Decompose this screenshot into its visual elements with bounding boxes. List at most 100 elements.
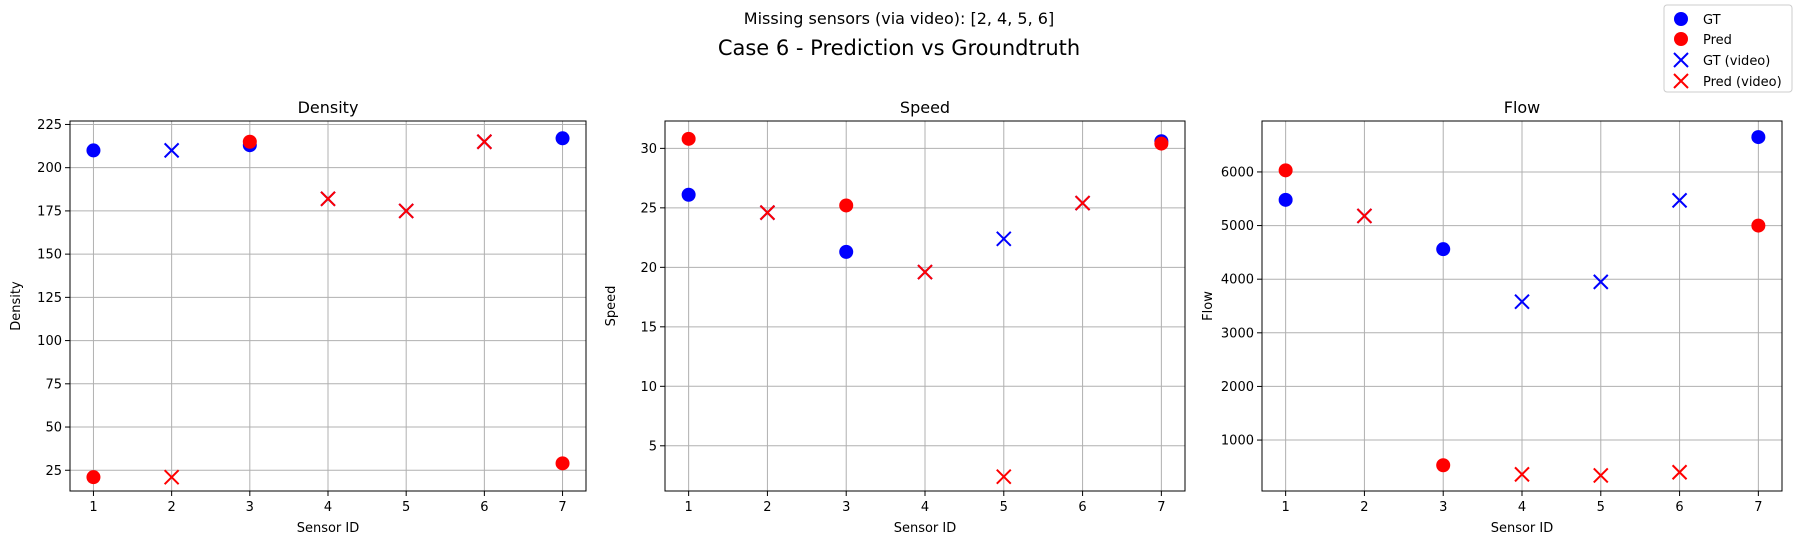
data-point	[1154, 136, 1169, 151]
data-point	[1436, 242, 1451, 257]
data-point	[996, 231, 1012, 247]
data-point	[320, 191, 336, 207]
x-tick-label: 7	[1157, 500, 1165, 515]
legend-marker-circle-red	[1674, 32, 1688, 46]
y-axis-label: Density	[9, 281, 24, 331]
x-axis-label: Sensor ID	[894, 521, 957, 536]
legend-label-gt: GT	[1703, 13, 1721, 28]
data-point	[1278, 163, 1293, 178]
y-tick-label: 6000	[1221, 165, 1254, 180]
legend-marker-x-blue	[1673, 52, 1689, 68]
x-axis-label: Sensor ID	[297, 521, 360, 536]
legend-entry-gt-video: GT (video)	[1673, 52, 1770, 69]
y-tick-label: 20	[640, 261, 657, 276]
y-tick-label: 150	[37, 248, 62, 263]
legend: GT Pred GT (video) Pred (video)	[1663, 4, 1793, 93]
data-point	[555, 131, 570, 146]
y-tick-label: 200	[37, 161, 62, 176]
subplot-title: Density	[298, 98, 359, 117]
x-tick-label: 4	[1518, 500, 1526, 515]
y-tick-label: 1000	[1221, 434, 1254, 449]
series-pred-video	[163, 134, 493, 485]
data-point	[555, 456, 570, 471]
y-tick-label: 100	[37, 334, 62, 349]
x-tick-label: 5	[402, 500, 410, 515]
x-tick-label: 7	[558, 500, 566, 515]
x-tick-label: 3	[246, 500, 254, 515]
subplot-flow: 1 2 3 4 5 6 7 1000 2000 3000 4000 5000 6000 Flow Senso…	[1201, 98, 1783, 536]
y-tick-label: 175	[37, 204, 62, 219]
legend-label-gt-video: GT (video)	[1703, 54, 1770, 69]
x-tick-label: 5	[1597, 500, 1605, 515]
data-point	[1593, 274, 1609, 290]
x-tick-label: 6	[1078, 500, 1086, 515]
series-pred-video	[759, 195, 1091, 485]
data-point	[839, 198, 854, 213]
legend-entry-pred-video: Pred (video)	[1673, 73, 1782, 90]
y-tick-label: 225	[37, 118, 62, 133]
data-point	[1278, 192, 1293, 207]
x-tick-label: 1	[684, 500, 692, 515]
legend-entry-pred: Pred	[1674, 32, 1732, 48]
data-point	[398, 203, 414, 219]
data-point	[242, 134, 257, 149]
data-point	[996, 469, 1012, 485]
series-pred	[681, 131, 1169, 213]
y-tick-label: 2000	[1221, 380, 1254, 395]
series-gt	[1278, 130, 1766, 257]
x-tick-label: 2	[1360, 500, 1368, 515]
x-tick-label: 2	[763, 500, 771, 515]
data-point	[759, 204, 776, 221]
data-point	[1356, 208, 1373, 224]
data-point	[1593, 467, 1609, 484]
x-tick-label: 7	[1754, 500, 1762, 515]
data-point	[1514, 466, 1530, 483]
data-point	[163, 469, 180, 485]
figure-suptitle: Missing sensors (via video): [2, 4, 5, 6…	[744, 9, 1054, 28]
x-tick-label: 5	[1000, 500, 1008, 515]
data-point	[1436, 458, 1451, 473]
data-point	[917, 264, 933, 280]
data-point	[1671, 192, 1688, 209]
x-tick-label: 6	[1675, 500, 1683, 515]
subplot-density: 1 2 3 4 5 6 7 25 50 75 100 125 150 175 200 225 Density Se…	[9, 98, 587, 536]
x-tick-label: 3	[1439, 500, 1447, 515]
data-point	[476, 134, 493, 150]
data-point	[163, 142, 180, 159]
data-point	[86, 143, 101, 158]
y-tick-label: 30	[640, 142, 657, 157]
legend-label-pred-video: Pred (video)	[1703, 75, 1782, 90]
x-tick-label: 2	[167, 500, 175, 515]
legend-frame	[1663, 4, 1793, 93]
y-tick-label: 5	[649, 439, 657, 454]
y-tick-label: 10	[640, 380, 657, 395]
legend-marker-x-red	[1673, 73, 1689, 89]
y-tick-label: 50	[45, 421, 62, 436]
data-point	[1514, 294, 1530, 310]
data-point	[1751, 130, 1766, 145]
y-tick-label: 3000	[1221, 326, 1254, 341]
axes-frame	[69, 120, 587, 492]
y-tick-label: 5000	[1221, 219, 1254, 234]
x-tick-label: 6	[480, 500, 488, 515]
y-axis-label: Flow	[1201, 291, 1216, 321]
y-tick-label: 25	[640, 201, 657, 216]
x-tick-label: 4	[324, 500, 332, 515]
x-tick-label: 1	[1281, 500, 1289, 515]
data-point	[1751, 218, 1766, 233]
subplot-title: Speed	[900, 98, 950, 117]
data-point	[86, 470, 101, 485]
subplot-speed: 1 2 3 4 5 6 7 5 10 15 20 25 30 Speed Sensor ID Speed	[604, 98, 1186, 536]
series-pred	[1278, 163, 1766, 473]
data-point	[1074, 195, 1091, 211]
figure-title: Case 6 - Prediction vs Groundtruth	[718, 36, 1080, 60]
y-tick-label: 75	[45, 377, 62, 392]
data-point	[839, 244, 854, 259]
data-point	[1671, 464, 1688, 480]
x-tick-label: 4	[921, 500, 929, 515]
y-tick-label: 125	[37, 291, 62, 306]
subplots: 1 2 3 4 5 6 7255075100125150175200225DensitySe…	[9, 98, 1783, 536]
y-tick-label: 15	[640, 320, 657, 335]
legend-marker-circle-blue	[1674, 12, 1688, 26]
